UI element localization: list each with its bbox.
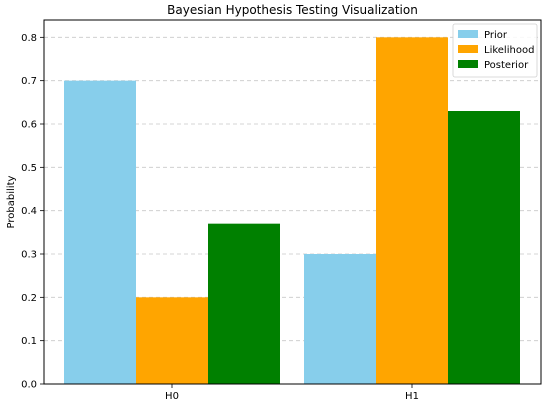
y-tick-label: 0.4	[21, 206, 37, 217]
x-tick-label: H1	[405, 391, 419, 402]
y-tick-label: 0.2	[21, 293, 37, 304]
legend-label: Likelihood	[484, 45, 534, 56]
legend-label: Prior	[484, 30, 508, 41]
y-tick-label: 0.5	[21, 163, 37, 174]
y-tick-label: 0.7	[21, 76, 37, 87]
x-axis-ticks: H0 H1	[165, 384, 419, 402]
legend-swatch	[458, 45, 478, 53]
y-axis-label: Probability	[6, 175, 17, 228]
y-tick-label: 0.8	[21, 33, 37, 44]
legend-swatch	[458, 30, 478, 38]
y-tick-label: 0.3	[21, 250, 37, 261]
x-tick-label: H0	[165, 391, 179, 402]
bars	[64, 37, 520, 385]
legend: Prior Likelihood Posterior	[452, 23, 538, 78]
bar-prior-h1	[304, 254, 376, 384]
legend-swatch	[458, 60, 478, 68]
y-axis-ticks: 0.0 0.1 0.2 0.3 0.4 0.5 0.6 0.7 0.8	[21, 33, 44, 391]
bar-prior-h0	[64, 80, 136, 385]
bar-posterior-h1	[448, 111, 520, 384]
legend-label: Posterior	[484, 60, 529, 71]
bar-posterior-h0	[208, 223, 280, 384]
y-tick-label: 0.6	[21, 120, 37, 131]
y-tick-label: 0.1	[21, 336, 37, 347]
bar-likelihood-h1	[376, 37, 448, 384]
y-tick-label: 0.0	[21, 380, 37, 391]
chart-title: Bayesian Hypothesis Testing Visualizatio…	[167, 3, 418, 17]
plot-frame	[43, 19, 542, 385]
bar-likelihood-h0	[136, 297, 208, 384]
